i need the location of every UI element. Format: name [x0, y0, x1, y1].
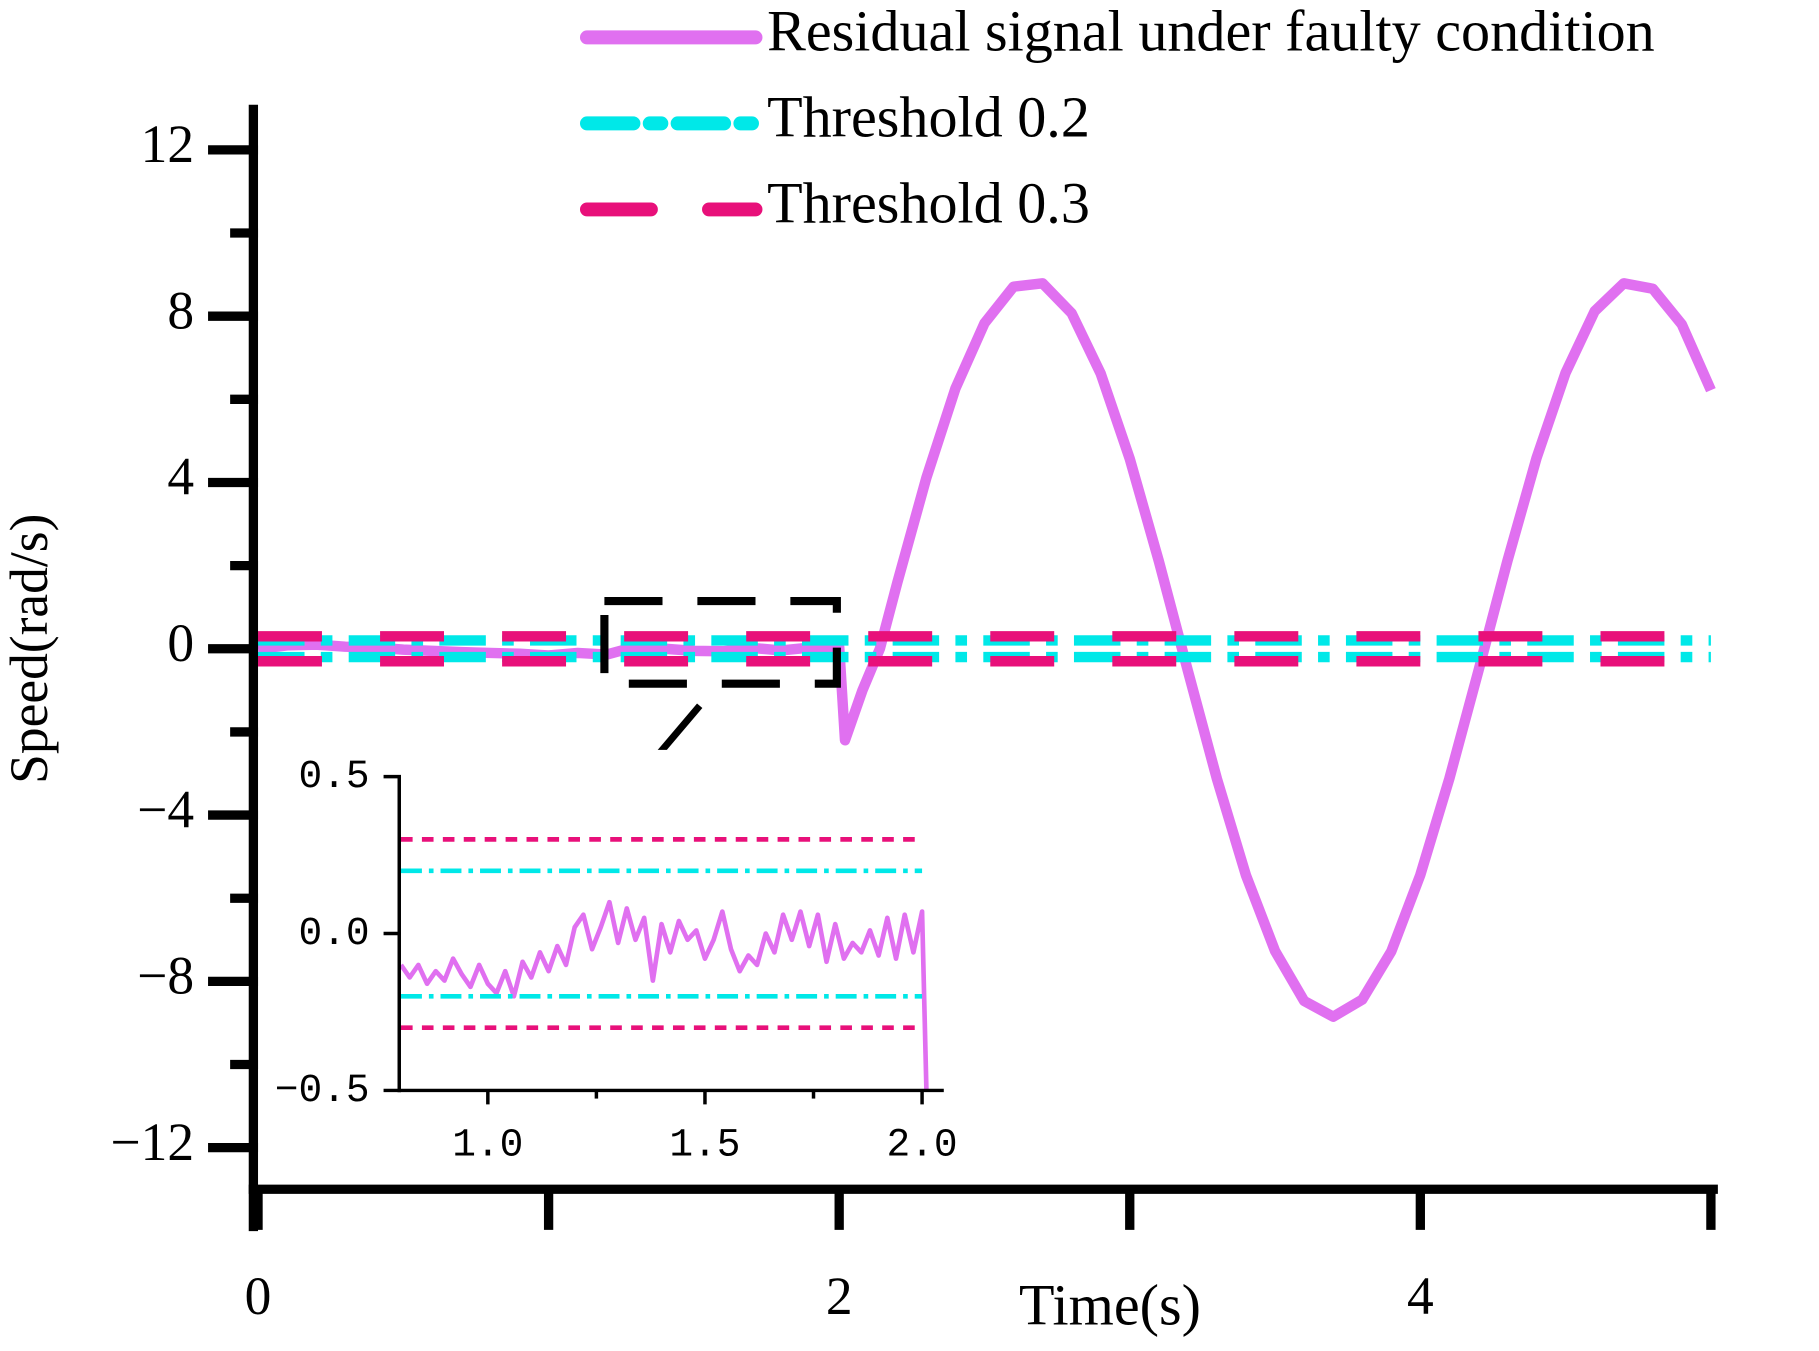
x-tick-label: 4 — [1407, 1266, 1434, 1326]
y-tick-label: 12 — [141, 114, 194, 174]
data-line — [399, 899, 929, 1091]
x-tick-label: 1.5 — [669, 1123, 740, 1168]
y-tick-label: 0.0 — [298, 911, 369, 956]
y-tick-label: 4 — [167, 447, 194, 507]
legend-label: Threshold 0.3 — [767, 171, 1090, 236]
zoom-box — [600, 597, 841, 688]
inset-background — [348, 749, 977, 1169]
x-tick-label: 2.0 — [887, 1123, 958, 1168]
legend-label: Residual signal under faulty condition — [767, 0, 1655, 64]
y-tick-label: −0.5 — [275, 1068, 370, 1113]
y-tick-label: 0 — [167, 613, 194, 673]
x-axis-title: Time(s) — [1019, 1273, 1201, 1338]
x-tick-label: 1.0 — [452, 1123, 523, 1168]
inset-plot: −0.5 0.0 0.5 1.0 1.5 2.0 — [275, 749, 977, 1169]
y-axis-title: Speed(rad/s) — [0, 514, 59, 784]
legend-label: Threshold 0.2 — [767, 85, 1090, 150]
y-tick-label: 8 — [167, 280, 194, 340]
x-tick-label: 2 — [826, 1266, 853, 1326]
y-tick-label: −4 — [137, 779, 194, 839]
main-plot: −12 −8 −4 0 4 8 12 0 2 4 — [110, 104, 1718, 1326]
y-tick-label: −12 — [110, 1112, 194, 1172]
y-tick-label: −8 — [137, 946, 194, 1006]
x-tick-label: 0 — [245, 1266, 272, 1326]
y-tick-label: 0.5 — [298, 754, 369, 799]
